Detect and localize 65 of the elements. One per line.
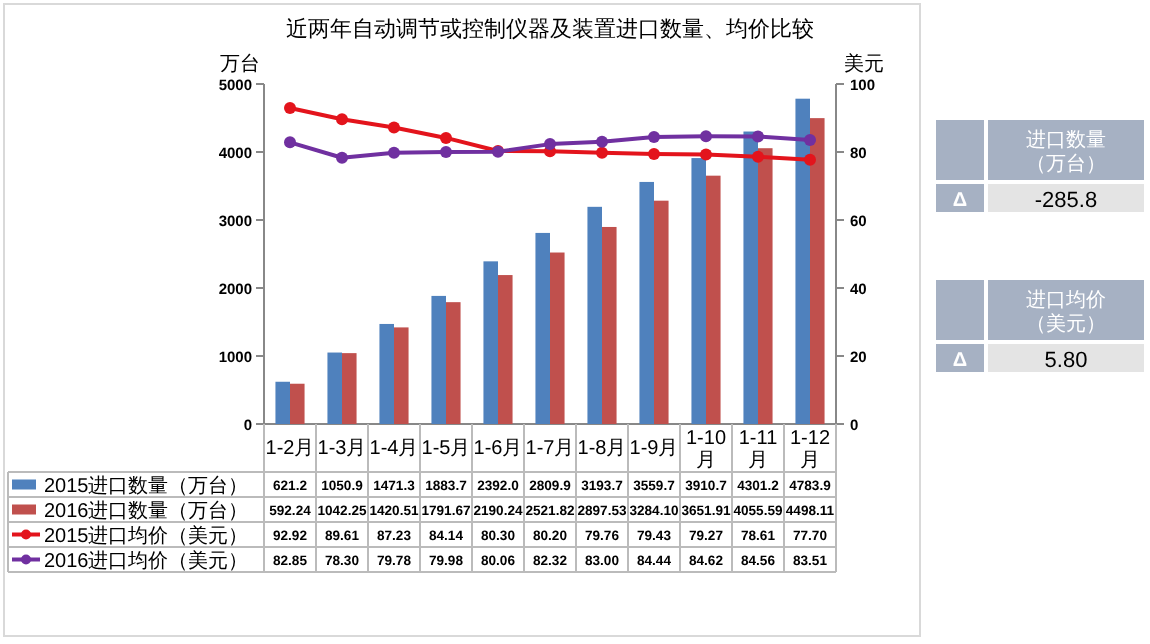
- x-tick-label: 1-10月: [685, 428, 727, 472]
- bar: [498, 275, 513, 424]
- point: [648, 147, 660, 160]
- y2-axis-title: 美元: [844, 52, 884, 76]
- bar: [758, 148, 773, 424]
- bar: [810, 118, 825, 424]
- point: [700, 130, 712, 143]
- text: 进口数量（万台）: [1026, 128, 1106, 176]
- bar: [394, 327, 409, 424]
- point: [388, 146, 400, 159]
- x-tick-label: 1-2月: [265, 438, 315, 460]
- point: [804, 153, 816, 166]
- text: -285.8: [1034, 189, 1098, 213]
- point: [284, 136, 296, 149]
- point: [284, 102, 296, 115]
- x-tick-label: 1-6月: [473, 438, 523, 460]
- x-tick-label: 1-8月: [577, 438, 627, 460]
- y-axis-title: 万台: [220, 52, 260, 76]
- point: [336, 151, 348, 164]
- point: [440, 146, 452, 159]
- point: [544, 138, 556, 151]
- point: [648, 130, 660, 143]
- text: 进口均价（美元）: [1026, 288, 1106, 336]
- bar: [654, 200, 669, 424]
- bar: [290, 383, 305, 424]
- bar: [795, 98, 810, 424]
- point: [440, 131, 452, 144]
- bar: [550, 252, 565, 424]
- legend-label: 2015进口均价（美元）: [44, 523, 249, 548]
- point: [596, 135, 608, 148]
- bar: [602, 226, 617, 424]
- bar: [431, 295, 446, 424]
- legend-label: 2015进口数量（万台）: [44, 473, 249, 498]
- x-tick-label: 1-11月: [738, 428, 779, 472]
- chart-title: 近两年自动调节或控制仪器及装置进口数量、均价比较: [286, 16, 814, 42]
- bar: [342, 353, 357, 424]
- bar: [587, 206, 602, 424]
- x-tick-label: 1-7月: [525, 438, 575, 460]
- bar: [706, 175, 721, 424]
- point: [596, 146, 608, 159]
- bar: [639, 181, 654, 424]
- x-tick-label: 1-4月: [369, 438, 419, 460]
- point: [752, 150, 764, 163]
- x-tick-label: 1-12月: [789, 428, 831, 472]
- legend-label: 2016进口均价（美元）: [44, 548, 249, 573]
- x-tick-label: 1-3月: [317, 438, 367, 460]
- bar: [743, 131, 758, 424]
- point: [388, 121, 400, 134]
- bar: [483, 261, 498, 424]
- text: Δ: [952, 350, 968, 372]
- bar: [446, 302, 461, 424]
- point: [336, 113, 348, 126]
- bar: [327, 352, 342, 424]
- text: Δ: [952, 190, 968, 212]
- legend-label: 2016进口数量（万台）: [44, 498, 249, 523]
- bar: [691, 158, 706, 424]
- point: [804, 134, 816, 147]
- x-tick-label: 1-9月: [629, 438, 679, 460]
- x-tick-label: 1-5月: [421, 438, 471, 460]
- text: 5.80: [1044, 349, 1088, 373]
- point: [752, 130, 764, 143]
- bar: [535, 232, 550, 424]
- bar: [379, 323, 394, 424]
- point: [700, 148, 712, 161]
- bar: [275, 381, 290, 424]
